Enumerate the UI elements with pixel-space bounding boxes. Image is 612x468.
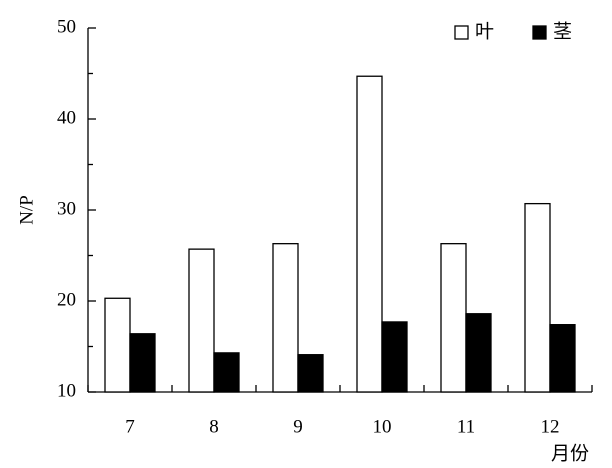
legend-swatch [532,25,547,40]
x-tick-label: 9 [293,416,303,437]
y-tick-label: 40 [57,107,76,128]
x-tick-label: 7 [125,416,135,437]
y-tick-label: 10 [57,380,76,401]
bar [549,324,576,393]
bar [356,75,383,393]
bar [104,297,131,393]
bar [272,243,299,393]
bar [297,354,324,393]
legend-label: 叶 [475,20,494,42]
y-axis-label: N/P [16,195,37,225]
x-tick-label: 8 [209,416,219,437]
x-axis-label: 月份 [551,442,589,464]
bar [129,333,156,393]
legend-swatch [454,25,469,40]
y-tick-label: 50 [57,16,76,37]
legend-label: 茎 [553,20,572,42]
x-tick-label: 10 [373,416,392,437]
bar [188,248,215,393]
bar [381,321,408,393]
x-tick-label: 11 [457,416,475,437]
bar [213,352,240,393]
y-tick-label: 20 [57,289,76,310]
bar [440,243,467,393]
y-tick-label: 30 [57,198,76,219]
bar [465,313,492,393]
x-tick-label: 12 [541,416,560,437]
bar [524,202,551,393]
